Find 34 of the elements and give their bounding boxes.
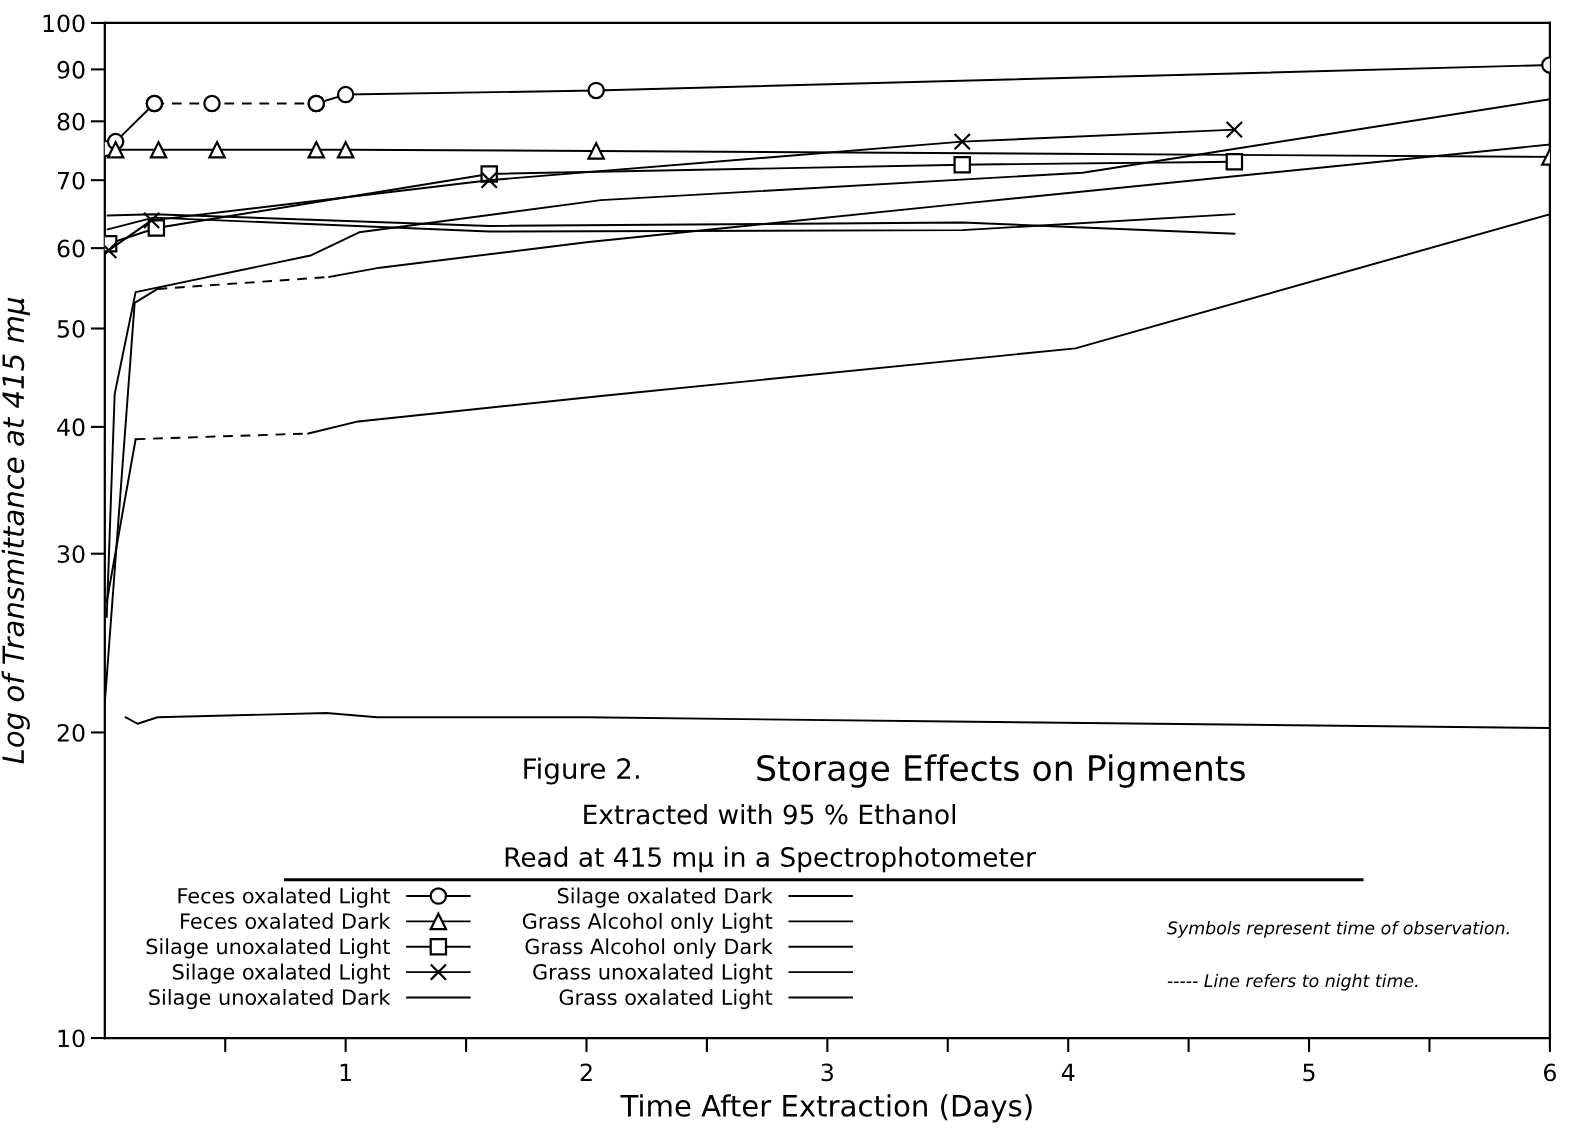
y-tick-label: 30 xyxy=(57,545,85,564)
legend-label: Grass Alcohol only Light xyxy=(522,912,773,934)
legend-label: Feces oxalated Dark xyxy=(181,912,391,929)
y-axis-title: Log of Transmittance at 415 mμ xyxy=(1,297,30,764)
annotation: Figure 2. xyxy=(524,757,639,785)
legend-label: Silage oxalated Dark xyxy=(557,887,773,908)
text: Storage Effects on Pigments xyxy=(757,754,1245,788)
y-tick-label: 80 xyxy=(57,112,85,131)
x-tick-label: 2 xyxy=(580,1063,592,1081)
y-tick-label: 20 xyxy=(57,723,85,742)
legend-label: Silage unoxalated Light xyxy=(146,938,390,959)
x-tick-label: 5 xyxy=(1303,1063,1315,1082)
x-tick-label: 4 xyxy=(1061,1063,1075,1081)
legend-label: Silage oxalated Light xyxy=(173,963,390,984)
annotation: Symbols represent time of observation. xyxy=(1167,921,1509,938)
y-tick-label: 60 xyxy=(57,239,85,258)
x-tick-label: 1 xyxy=(340,1063,351,1081)
y-tick-label: 50 xyxy=(57,319,85,338)
text: Extracted with 95 % Ethanol xyxy=(584,803,955,825)
y-tick-label: 100 xyxy=(43,14,85,33)
y-tick-label: 70 xyxy=(57,171,85,190)
legend-label: Grass unoxalated Light xyxy=(533,963,773,984)
x-tick-label: 3 xyxy=(821,1063,833,1082)
legend-label: Grass oxalated Light xyxy=(559,988,773,1010)
annotation: Read at 415 mμ in a Spectrophotometer xyxy=(505,846,1036,873)
x-tick-label: 6 xyxy=(1544,1063,1556,1082)
legend-label: Grass Alcohol only Dark xyxy=(525,938,773,959)
y-tick-label: 10 xyxy=(58,1029,85,1048)
legend-label: Silage unoxalated Dark xyxy=(149,988,391,1010)
y-tick-label: 90 xyxy=(57,60,85,79)
y-tick-label: 40 xyxy=(57,418,85,437)
x-axis-title: Time After Extraction (Days) xyxy=(620,1094,1032,1123)
annotation: ----- Line refers to night time. xyxy=(1167,973,1418,991)
legend-label: Feces oxalated Light xyxy=(178,887,390,908)
